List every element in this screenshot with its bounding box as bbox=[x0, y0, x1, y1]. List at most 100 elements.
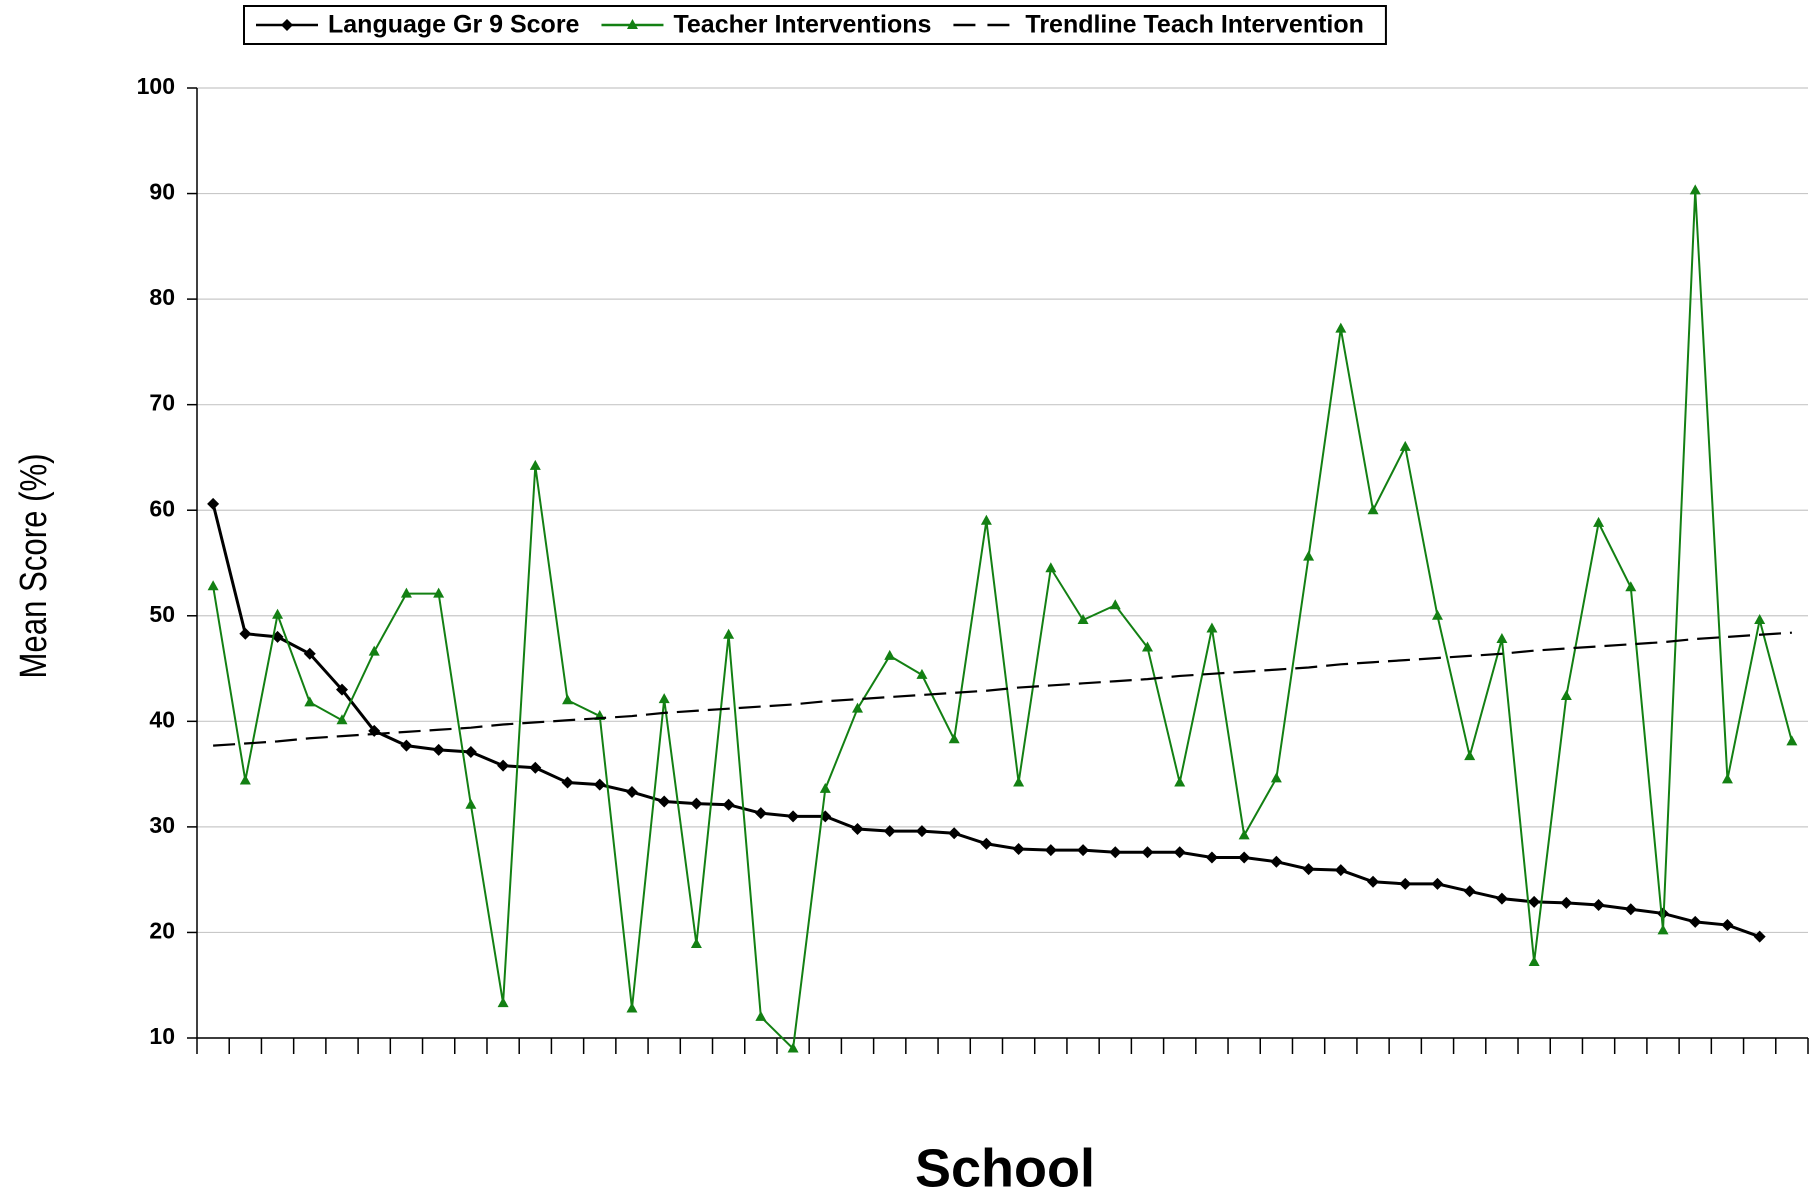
point bbox=[690, 797, 703, 810]
point bbox=[1464, 750, 1476, 761]
point bbox=[723, 628, 735, 639]
y-tick-label: 40 bbox=[149, 706, 175, 732]
point bbox=[239, 774, 251, 785]
point bbox=[1335, 322, 1347, 333]
point bbox=[852, 702, 864, 713]
legend-box bbox=[243, 5, 1387, 45]
point bbox=[1270, 772, 1282, 783]
point bbox=[497, 997, 509, 1008]
point bbox=[432, 743, 445, 756]
point bbox=[1238, 829, 1250, 840]
y-tick-label: 80 bbox=[149, 284, 175, 310]
point bbox=[207, 497, 220, 510]
point bbox=[1045, 562, 1057, 573]
point bbox=[1560, 690, 1572, 700]
point bbox=[1174, 776, 1186, 787]
legend: Language Gr 9 Score Teacher Interventions… bbox=[243, 5, 1387, 45]
point bbox=[1303, 550, 1315, 561]
point bbox=[1528, 895, 1541, 908]
point bbox=[1399, 877, 1412, 890]
point bbox=[1206, 622, 1218, 633]
point bbox=[1657, 924, 1669, 935]
point bbox=[529, 459, 541, 470]
point bbox=[1528, 956, 1540, 966]
point bbox=[1625, 581, 1637, 592]
y-tick-label: 100 bbox=[137, 73, 175, 99]
point bbox=[400, 587, 412, 598]
point bbox=[1205, 851, 1218, 864]
point bbox=[1141, 846, 1154, 859]
point bbox=[304, 696, 316, 707]
point bbox=[1141, 641, 1153, 652]
legend-marker bbox=[626, 19, 638, 29]
point bbox=[400, 739, 413, 752]
point bbox=[1431, 877, 1444, 890]
point bbox=[1753, 930, 1766, 943]
point bbox=[690, 938, 702, 949]
point bbox=[980, 837, 993, 850]
legend-label: Language Gr 9 Score bbox=[328, 11, 580, 39]
point bbox=[1754, 614, 1766, 624]
point bbox=[368, 645, 380, 656]
legend-label: Trendline Teach Intervention bbox=[1025, 11, 1364, 39]
point bbox=[1689, 915, 1702, 928]
point bbox=[1624, 903, 1637, 916]
point bbox=[1721, 773, 1733, 784]
point bbox=[1077, 844, 1090, 857]
point bbox=[465, 798, 477, 809]
point bbox=[272, 608, 284, 619]
point bbox=[1044, 844, 1057, 857]
point bbox=[1173, 846, 1186, 859]
point bbox=[980, 514, 992, 525]
point bbox=[915, 825, 928, 838]
point bbox=[1721, 919, 1734, 932]
point bbox=[948, 733, 960, 744]
point bbox=[755, 1010, 767, 1021]
point bbox=[335, 683, 348, 696]
point bbox=[1334, 864, 1347, 877]
y-tick-label: 70 bbox=[149, 390, 175, 416]
point bbox=[883, 825, 896, 838]
point bbox=[948, 827, 961, 840]
point bbox=[1109, 599, 1121, 610]
point bbox=[529, 761, 542, 774]
point bbox=[1399, 440, 1411, 451]
point bbox=[1592, 899, 1605, 911]
y-tick-label: 10 bbox=[149, 1023, 175, 1049]
point bbox=[336, 714, 348, 725]
point bbox=[1270, 855, 1283, 868]
point bbox=[1012, 843, 1025, 856]
point bbox=[1689, 184, 1701, 195]
point bbox=[562, 694, 574, 705]
y-tick-label: 20 bbox=[149, 918, 175, 944]
point bbox=[625, 786, 638, 799]
point bbox=[1077, 614, 1089, 624]
point bbox=[1560, 896, 1573, 909]
point bbox=[1367, 875, 1380, 888]
series-line bbox=[211, 503, 1761, 939]
point bbox=[819, 782, 831, 793]
series-line bbox=[212, 190, 1793, 1051]
point bbox=[787, 810, 800, 823]
point bbox=[658, 693, 670, 704]
point bbox=[916, 668, 928, 679]
point bbox=[884, 649, 896, 660]
y-tick-label: 60 bbox=[149, 495, 175, 521]
point bbox=[1496, 633, 1508, 643]
point bbox=[464, 745, 477, 758]
point bbox=[1302, 863, 1315, 876]
y-tick-label: 90 bbox=[149, 179, 175, 205]
legend-label: Teacher Interventions bbox=[673, 11, 931, 39]
point bbox=[1109, 846, 1122, 859]
point bbox=[1367, 504, 1379, 515]
y-tick-label: 30 bbox=[149, 812, 175, 838]
point bbox=[1238, 851, 1251, 864]
point bbox=[239, 627, 252, 640]
point bbox=[787, 1042, 799, 1053]
point bbox=[433, 587, 445, 598]
point bbox=[722, 798, 735, 811]
point bbox=[1013, 776, 1025, 787]
point bbox=[1431, 609, 1443, 620]
